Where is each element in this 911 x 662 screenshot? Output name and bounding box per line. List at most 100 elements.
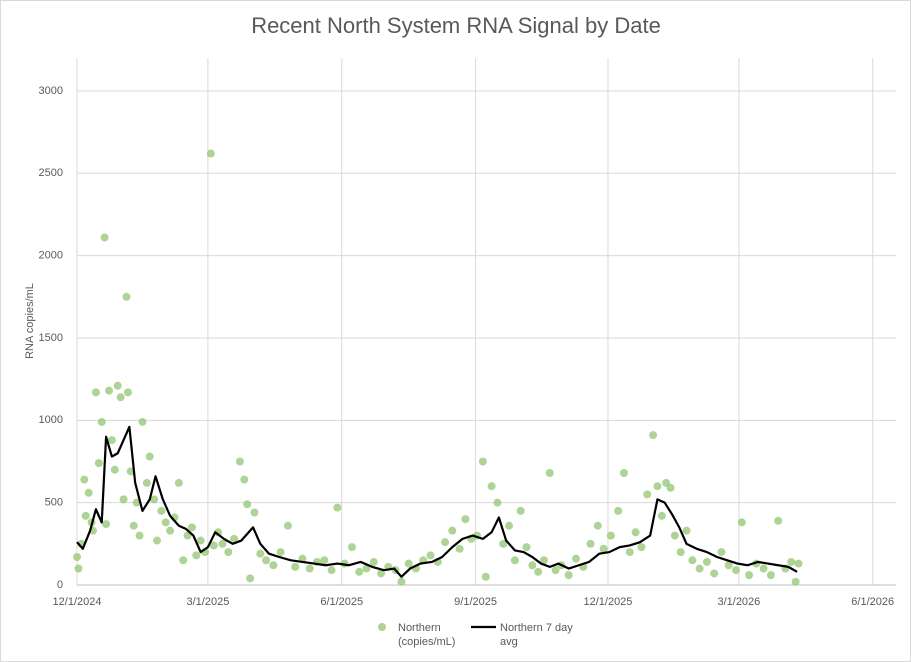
y-tick-label: 2000 xyxy=(39,250,63,262)
data-point xyxy=(224,548,233,557)
y-tick-label: 3000 xyxy=(39,85,63,97)
data-point xyxy=(91,388,100,397)
data-point xyxy=(724,561,733,570)
data-point xyxy=(539,556,548,565)
data-point xyxy=(179,556,188,565)
x-tick-label: 12/1/2024 xyxy=(53,596,102,608)
x-tick-label: 3/1/2026 xyxy=(717,596,760,608)
data-point xyxy=(516,506,525,515)
x-tick-label: 6/1/2026 xyxy=(851,596,894,608)
data-point xyxy=(209,541,218,550)
data-point xyxy=(619,469,628,478)
y-axis-label: RNA copies/mL xyxy=(24,283,36,359)
data-point xyxy=(235,457,244,466)
data-point xyxy=(564,571,573,580)
x-tick-label: 9/1/2025 xyxy=(454,596,497,608)
data-point xyxy=(230,534,239,543)
data-point xyxy=(362,564,371,573)
data-point xyxy=(794,559,803,568)
data-point xyxy=(102,520,111,529)
x-tick-label: 6/1/2025 xyxy=(320,596,363,608)
data-point xyxy=(397,577,406,586)
data-point xyxy=(766,571,775,580)
data-point xyxy=(522,543,531,552)
data-point xyxy=(166,526,175,535)
data-point xyxy=(262,556,271,565)
data-point xyxy=(192,551,201,560)
data-point xyxy=(682,526,691,535)
y-tick-label: 1500 xyxy=(39,332,63,344)
x-tick-label: 3/1/2025 xyxy=(187,596,230,608)
data-point xyxy=(243,500,252,509)
data-point xyxy=(138,417,147,426)
data-point xyxy=(291,562,300,571)
data-point xyxy=(196,536,205,545)
data-point xyxy=(717,548,726,557)
data-point xyxy=(695,564,704,573)
data-point xyxy=(327,566,336,575)
data-point xyxy=(774,516,783,525)
y-tick-label: 500 xyxy=(45,497,63,509)
data-point xyxy=(666,483,675,492)
y-tick-label: 0 xyxy=(57,579,63,591)
data-point xyxy=(787,557,796,566)
data-point xyxy=(702,557,711,566)
data-point xyxy=(145,452,154,461)
data-point xyxy=(187,523,196,532)
y-tick-label: 2500 xyxy=(39,167,63,179)
data-point xyxy=(123,388,132,397)
avg-line xyxy=(76,425,798,578)
data-point xyxy=(157,506,166,515)
data-point xyxy=(441,538,450,547)
data-point xyxy=(369,557,378,566)
data-point xyxy=(105,386,114,395)
data-point xyxy=(478,457,487,466)
data-point xyxy=(481,572,490,581)
data-point xyxy=(759,564,768,573)
data-point xyxy=(631,528,640,537)
data-point xyxy=(142,478,151,487)
data-point xyxy=(150,495,159,504)
data-point xyxy=(122,292,131,301)
data-point xyxy=(246,574,255,583)
data-point xyxy=(571,554,580,563)
data-point xyxy=(676,548,685,557)
data-point xyxy=(534,567,543,576)
data-point xyxy=(97,417,106,426)
data-point xyxy=(81,511,90,520)
data-point xyxy=(614,506,623,515)
data-point xyxy=(448,526,457,535)
chart-title: Recent North System RNA Signal by Date xyxy=(251,13,661,38)
data-point xyxy=(505,521,514,530)
data-point xyxy=(528,561,537,570)
data-point xyxy=(74,564,83,573)
data-point xyxy=(73,553,81,562)
data-point xyxy=(499,539,508,548)
data-point xyxy=(791,577,800,586)
legend-marker xyxy=(378,623,386,631)
data-point xyxy=(107,436,116,445)
data-point xyxy=(218,539,227,548)
data-point xyxy=(455,544,464,553)
data-point xyxy=(653,482,662,491)
data-point xyxy=(625,548,634,557)
legend-label: Northern (copies/mL) xyxy=(398,622,456,648)
data-point xyxy=(404,559,413,568)
data-point xyxy=(545,469,554,478)
data-point xyxy=(80,475,89,484)
x-tick-label: 12/1/2025 xyxy=(583,596,632,608)
data-point xyxy=(745,571,754,580)
data-point xyxy=(100,233,109,242)
data-point xyxy=(510,556,519,565)
data-point xyxy=(333,503,342,512)
data-point xyxy=(174,478,183,487)
data-point xyxy=(84,488,93,497)
data-point xyxy=(487,482,496,491)
data-point xyxy=(737,518,746,527)
data-point xyxy=(283,521,292,530)
data-point xyxy=(161,518,170,527)
data-point xyxy=(305,564,314,573)
data-point xyxy=(153,536,162,545)
